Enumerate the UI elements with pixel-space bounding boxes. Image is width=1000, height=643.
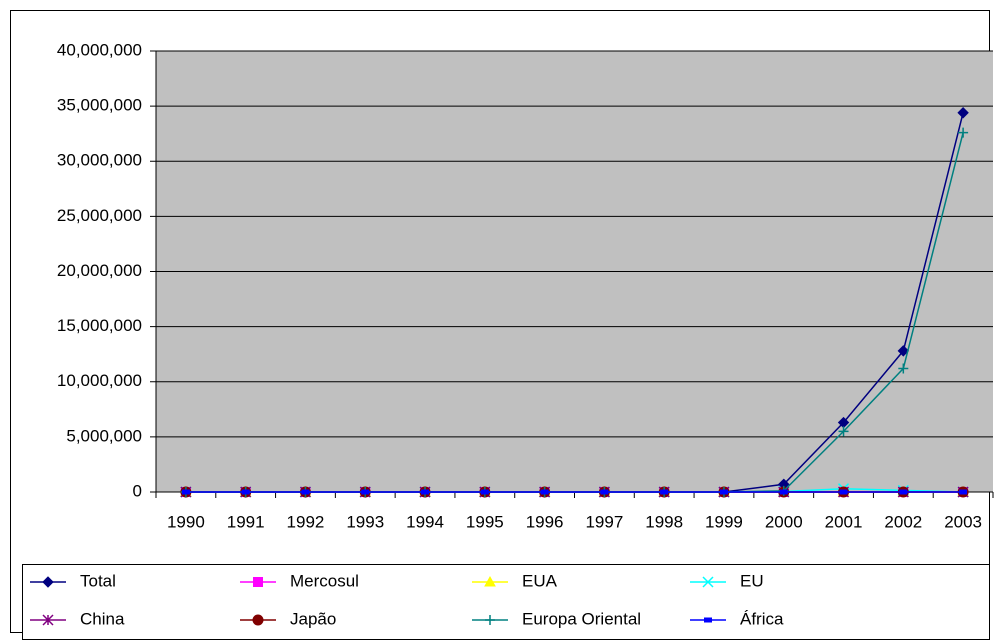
data-point	[958, 127, 969, 138]
data-point	[898, 363, 909, 374]
y-tick-label: 25,000,000	[57, 206, 142, 225]
x-tick-label: 1995	[466, 512, 504, 531]
legend-swatch-marker	[484, 575, 496, 587]
data-point	[421, 489, 430, 495]
y-tick-label: 5,000,000	[66, 426, 142, 445]
legend-box	[22, 564, 990, 640]
data-point	[241, 489, 250, 495]
legend-swatch-marker	[702, 576, 714, 588]
data-point	[719, 489, 728, 495]
legend-label: Europa Oriental	[522, 609, 641, 628]
x-tick-label: 2003	[944, 512, 982, 531]
legend-swatch-marker	[42, 576, 54, 588]
data-point	[959, 489, 968, 495]
data-point	[838, 426, 849, 437]
x-tick-label: 1997	[585, 512, 623, 531]
x-tick-label: 1992	[287, 512, 325, 531]
y-tick-label: 30,000,000	[57, 151, 142, 170]
x-tick-label: 1994	[406, 512, 444, 531]
data-point	[839, 489, 848, 495]
data-point	[301, 489, 310, 495]
data-point	[660, 489, 669, 495]
data-point	[779, 489, 788, 495]
y-tick-label: 10,000,000	[57, 371, 142, 390]
legend-label: Mercosul	[290, 571, 359, 590]
data-point	[957, 107, 969, 119]
data-point	[181, 489, 190, 495]
x-tick-label: 1996	[526, 512, 564, 531]
data-point	[897, 345, 910, 357]
legend-swatch-marker	[42, 614, 54, 626]
data-point	[480, 489, 489, 495]
legend-swatch-marker	[253, 577, 263, 587]
legend-label: EU	[740, 571, 764, 590]
legend-label: Japão	[290, 609, 336, 628]
legend-swatch-marker	[485, 615, 495, 625]
legend-label: China	[80, 609, 125, 628]
x-tick-label: 1999	[705, 512, 743, 531]
data-point	[540, 489, 549, 495]
data-point	[361, 489, 370, 495]
y-tick-label: 15,000,000	[57, 316, 142, 335]
legend-label: África	[740, 609, 784, 628]
x-tick-label: 1991	[227, 512, 265, 531]
x-tick-label: 1993	[346, 512, 384, 531]
x-tick-label: 2001	[825, 512, 863, 531]
legend-swatch-marker	[704, 617, 712, 623]
x-tick-label: 1990	[167, 512, 205, 531]
legend-swatch-marker	[252, 614, 264, 626]
x-tick-label: 2000	[765, 512, 803, 531]
legend-label: Total	[80, 571, 116, 590]
x-tick-label: 2002	[884, 512, 922, 531]
data-point	[600, 489, 609, 495]
legend-label: EUA	[522, 571, 558, 590]
y-tick-label: 0	[133, 481, 142, 500]
data-point	[899, 489, 908, 495]
y-tick-label: 20,000,000	[57, 261, 142, 280]
x-tick-label: 1998	[645, 512, 683, 531]
y-tick-label: 35,000,000	[57, 96, 142, 115]
y-tick-label: 40,000,000	[57, 40, 142, 59]
